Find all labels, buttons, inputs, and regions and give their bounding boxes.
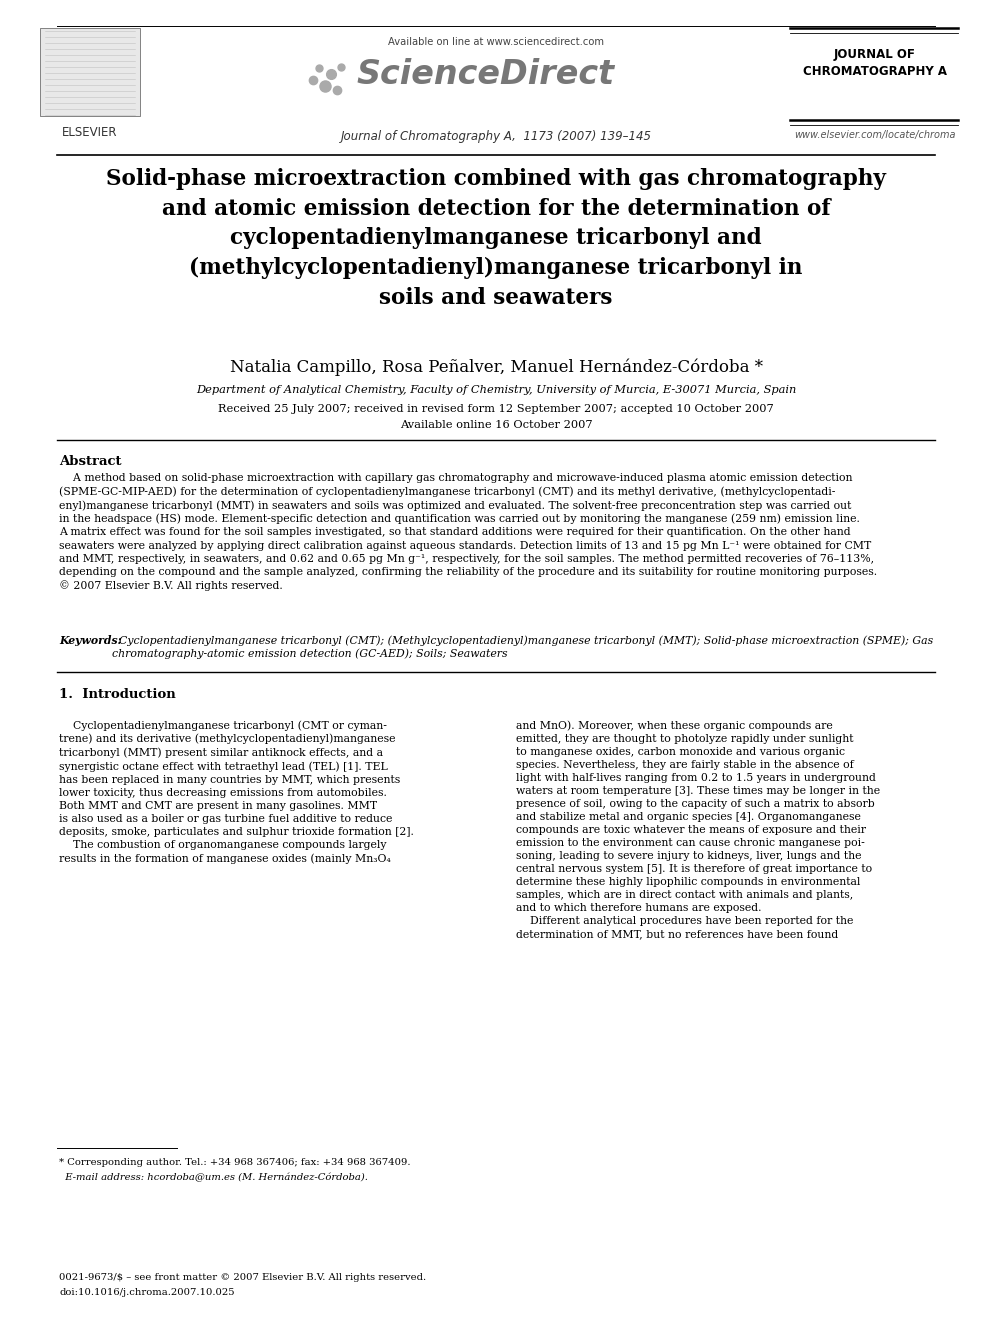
Text: Solid-phase microextraction combined with gas chromatography
and atomic emission: Solid-phase microextraction combined wit… — [106, 168, 886, 308]
Text: Available online 16 October 2007: Available online 16 October 2007 — [400, 419, 592, 430]
Text: 1.  Introduction: 1. Introduction — [59, 688, 176, 701]
Text: Department of Analytical Chemistry, Faculty of Chemistry, University of Murcia, : Department of Analytical Chemistry, Facu… — [195, 385, 797, 396]
Text: E-mail address: hcordoba@um.es (M. Hernández-Córdoba).: E-mail address: hcordoba@um.es (M. Herná… — [59, 1174, 368, 1183]
Text: Received 25 July 2007; received in revised form 12 September 2007; accepted 10 O: Received 25 July 2007; received in revis… — [218, 404, 774, 414]
Text: Journal of Chromatography A,  1173 (2007) 139–145: Journal of Chromatography A, 1173 (2007)… — [340, 130, 652, 143]
Text: 0021-9673/$ – see front matter © 2007 Elsevier B.V. All rights reserved.: 0021-9673/$ – see front matter © 2007 El… — [59, 1273, 427, 1282]
Text: Cyclopentadienylmanganese tricarbonyl (CMT); (Methylcyclopentadienyl)manganese t: Cyclopentadienylmanganese tricarbonyl (C… — [112, 635, 933, 659]
Text: ELSEVIER: ELSEVIER — [62, 126, 118, 139]
Text: Cyclopentadienylmanganese tricarbonyl (CMT or cyman-
trene) and its derivative (: Cyclopentadienylmanganese tricarbonyl (C… — [59, 720, 414, 864]
Bar — [40, 28, 140, 116]
Text: * Corresponding author. Tel.: +34 968 367406; fax: +34 968 367409.: * Corresponding author. Tel.: +34 968 36… — [59, 1158, 411, 1167]
Text: A method based on solid-phase microextraction with capillary gas chromatography : A method based on solid-phase microextra… — [59, 474, 877, 591]
Text: Natalia Campillo, Rosa Peñalver, Manuel Hernández-Córdoba *: Natalia Campillo, Rosa Peñalver, Manuel … — [229, 359, 763, 376]
Text: JOURNAL OF
CHROMATOGRAPHY A: JOURNAL OF CHROMATOGRAPHY A — [803, 48, 947, 78]
Text: doi:10.1016/j.chroma.2007.10.025: doi:10.1016/j.chroma.2007.10.025 — [59, 1289, 235, 1297]
Text: www.elsevier.com/locate/chroma: www.elsevier.com/locate/chroma — [795, 130, 955, 140]
Text: Available on line at www.sciencedirect.com: Available on line at www.sciencedirect.c… — [388, 37, 604, 48]
Text: and MnO). Moreover, when these organic compounds are
emitted, they are thought t: and MnO). Moreover, when these organic c… — [516, 720, 880, 939]
Text: Keywords:: Keywords: — [59, 635, 122, 646]
Text: Abstract: Abstract — [59, 455, 121, 468]
Text: ScienceDirect: ScienceDirect — [357, 58, 615, 91]
